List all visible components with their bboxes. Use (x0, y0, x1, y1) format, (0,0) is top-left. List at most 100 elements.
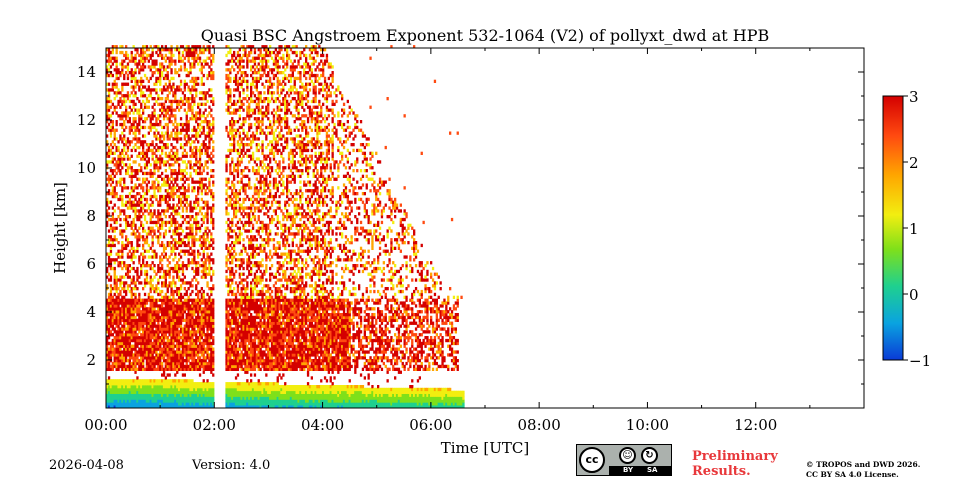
heatmap-cell (231, 131, 234, 135)
heatmap-cell (106, 318, 109, 322)
heatmap-cell (178, 50, 181, 55)
heatmap-cell (142, 238, 145, 242)
heatmap-cell (136, 177, 139, 181)
heatmap-cell (107, 241, 111, 245)
heatmap-cell (113, 266, 116, 271)
heatmap-cell (130, 79, 133, 83)
heatmap-cell (123, 353, 126, 357)
heatmap-cell (206, 379, 209, 383)
heatmap-cell (174, 330, 177, 334)
heatmap-cell (161, 223, 164, 227)
heatmap-cell (234, 336, 238, 340)
heatmap-cell (210, 189, 213, 193)
heatmap-cell (164, 269, 167, 274)
heatmap-cell (200, 148, 203, 153)
heatmap-cell (149, 284, 152, 288)
heatmap-cell (111, 333, 114, 337)
heatmap-cell (155, 385, 158, 389)
heatmap-cell (178, 301, 181, 305)
heatmap-cell (225, 341, 228, 346)
heatmap-cell (166, 367, 169, 371)
heatmap-cell (208, 186, 211, 190)
heatmap-cell (123, 284, 126, 288)
heatmap-cell (195, 223, 198, 227)
heatmap-cell (161, 313, 164, 317)
heatmap-cell (227, 266, 230, 271)
heatmap-cell (138, 385, 141, 389)
heatmap-cell (162, 387, 166, 392)
heatmap-cell (151, 200, 154, 204)
heatmap-cell (181, 364, 185, 369)
heatmap-cell (195, 59, 198, 63)
heatmap-cell (172, 163, 175, 167)
heatmap-cell (229, 382, 232, 386)
heatmap-cell (189, 350, 192, 354)
heatmap-cell (183, 108, 186, 112)
heatmap-cell (185, 289, 188, 294)
heatmap-cell (202, 128, 205, 132)
heatmap-cell (200, 396, 203, 400)
heatmap-cell (204, 387, 207, 392)
heatmap-cell (183, 310, 186, 314)
heatmap-cell (197, 56, 200, 60)
heatmap-cell (132, 252, 135, 256)
heatmap-cell (174, 206, 177, 210)
heatmap-cell (227, 304, 230, 308)
heatmap-cell (176, 203, 179, 207)
heatmap-cell (231, 143, 234, 147)
heatmap-cell (204, 307, 207, 311)
heatmap-cell (142, 264, 145, 268)
heatmap-cell (147, 333, 150, 337)
heatmap-cell (153, 402, 156, 406)
heatmap-cell (147, 385, 150, 389)
heatmap-cell (149, 324, 152, 328)
heatmap-cell (145, 364, 149, 369)
heatmap-cell (191, 289, 194, 294)
heatmap-cell (132, 122, 135, 127)
heatmap-cell (115, 385, 118, 389)
heatmap-cell (166, 396, 169, 400)
heatmap-cell (113, 194, 116, 199)
heatmap-cell (115, 275, 118, 279)
heatmap-cell (128, 353, 131, 357)
heatmap-cell (172, 347, 175, 351)
heatmap-cell (151, 402, 154, 406)
heatmap-cell (149, 45, 152, 49)
heatmap-cell (179, 336, 183, 340)
heatmap-cell (233, 148, 236, 153)
heatmap-cell (227, 347, 230, 351)
heatmap-cell (202, 59, 205, 63)
heatmap-cell (212, 307, 215, 311)
heatmap-cell (125, 405, 128, 409)
heatmap-cell (185, 99, 188, 104)
heatmap-cell (166, 203, 169, 207)
heatmap-cell (136, 344, 139, 348)
heatmap-cell (210, 122, 213, 127)
heatmap-cell (130, 71, 133, 75)
heatmap-cell (208, 154, 211, 158)
heatmap-cell (181, 50, 185, 55)
heatmap-cell (206, 301, 209, 305)
heatmap-cell (145, 390, 149, 394)
heatmap-cell (200, 292, 203, 297)
heatmap-cell (212, 399, 215, 403)
heatmap-cell (107, 174, 111, 178)
heatmap-cell (179, 169, 183, 173)
heatmap-cell (179, 215, 183, 219)
heatmap-cell (161, 402, 164, 406)
heatmap-cell (179, 59, 183, 63)
heatmap-cell (164, 232, 167, 236)
heatmap-cell (155, 287, 158, 291)
heatmap-cell (229, 289, 232, 294)
heatmap-cell (136, 186, 139, 190)
heatmap-cell (168, 117, 171, 121)
heatmap-cell (208, 177, 211, 181)
heatmap-cell (172, 53, 175, 58)
heatmap-cell (176, 45, 179, 49)
heatmap-cell (113, 405, 116, 409)
heatmap-cell (107, 361, 111, 366)
heatmap-cell (212, 324, 215, 328)
heatmap-cell (210, 336, 213, 340)
heatmap-cell (125, 169, 128, 173)
heatmap-cell (164, 143, 167, 147)
